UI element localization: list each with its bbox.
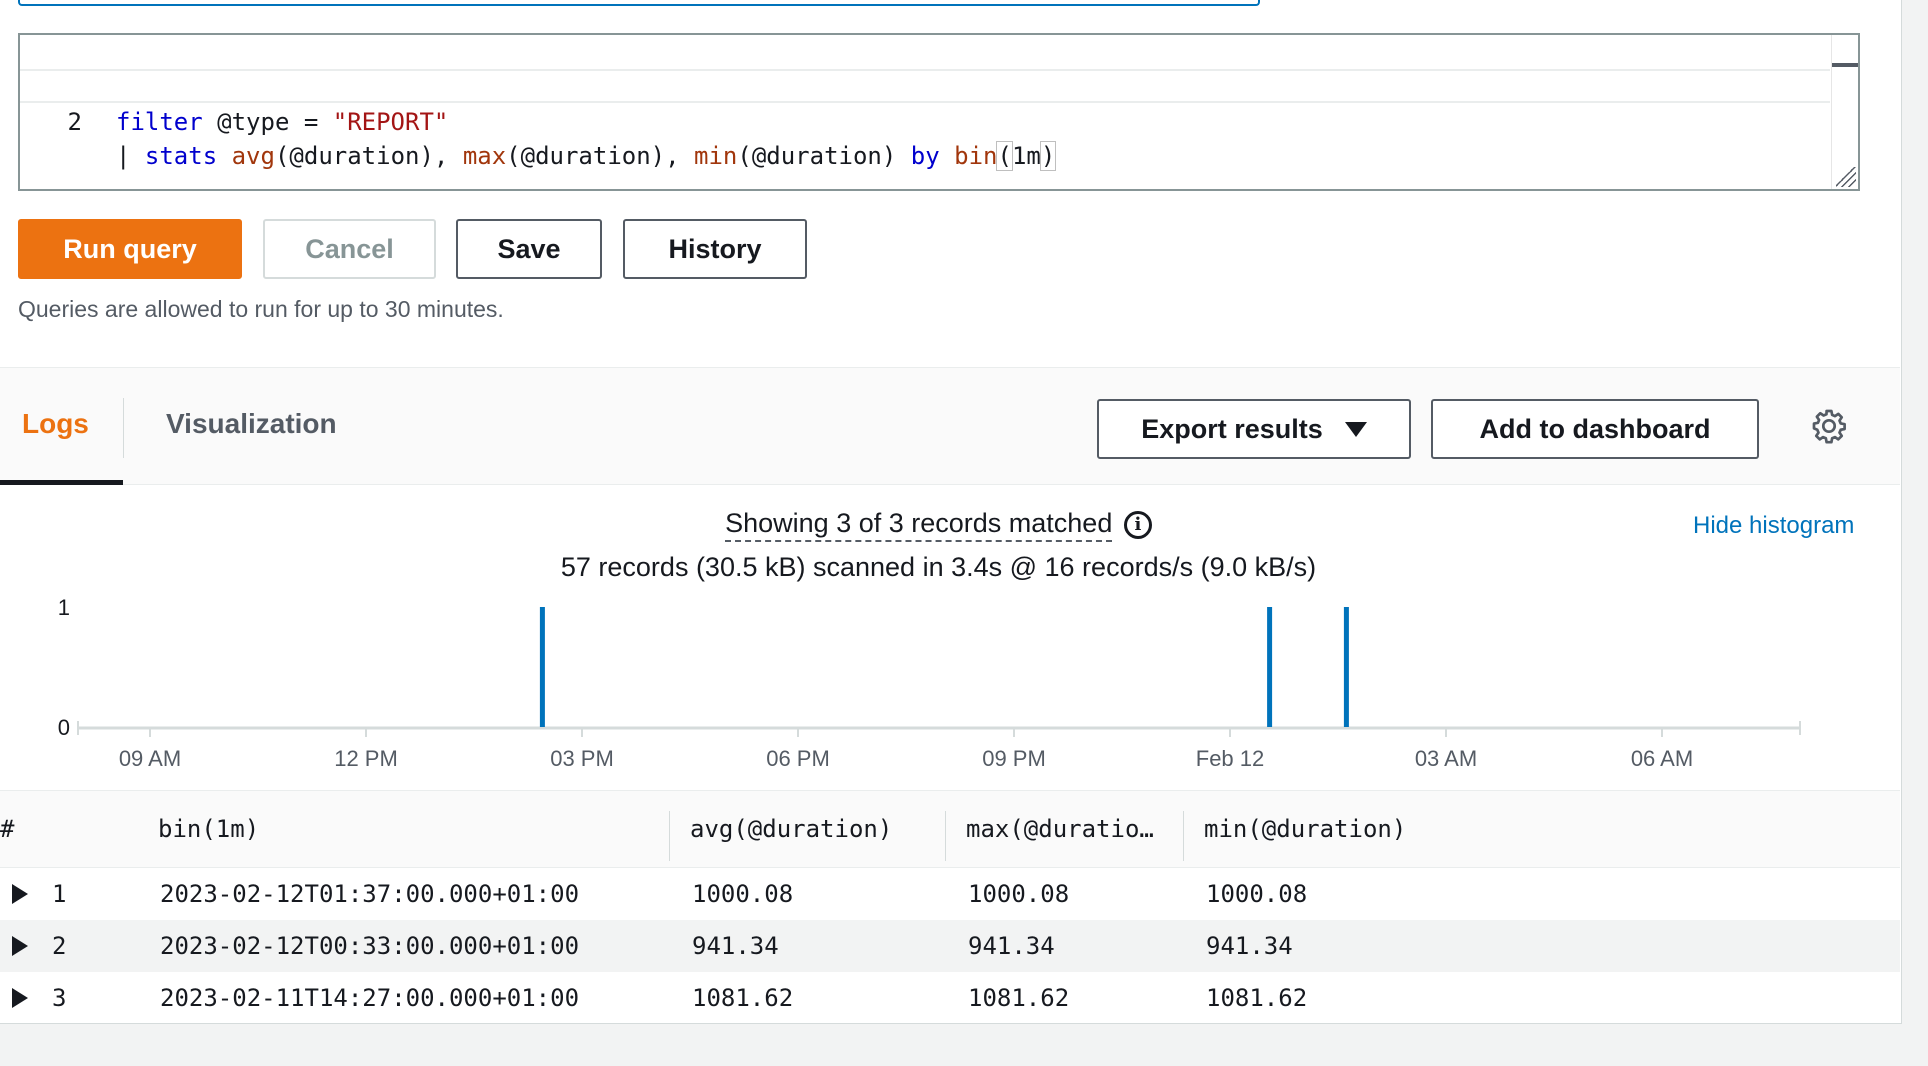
- code-token: |: [116, 142, 145, 170]
- expand-row-icon[interactable]: [12, 936, 28, 956]
- min-cell: 1000.08: [1206, 880, 1308, 908]
- code-token: stats: [144, 142, 218, 170]
- x-tick-label: 03 PM: [550, 746, 614, 771]
- x-tick-label: 12 PM: [334, 746, 398, 771]
- results-toolbar: Logs Visualization Export results Add to…: [0, 367, 1900, 485]
- records-scanned-summary: 57 records (30.5 kB) scanned in 3.4s @ 1…: [560, 552, 1317, 582]
- histogram-chart: 0 1 09 AM 12 PM 03 PM 06 PM 09 PM Feb 12 03 AM 06…: [58, 595, 1801, 771]
- code-token: (@duration),: [274, 142, 463, 170]
- editor-line-2[interactable]: 2 | stats avg(@duration), max(@duration)…: [20, 69, 1830, 171]
- editor-scroll-thumb[interactable]: [1832, 63, 1858, 67]
- code-token: by: [910, 142, 940, 170]
- code-token: ): [1039, 141, 1057, 171]
- code-token: avg: [231, 142, 275, 170]
- info-icon[interactable]: i: [1123, 510, 1152, 539]
- hide-histogram-link[interactable]: Hide histogram: [1693, 512, 1855, 539]
- time-range-field-edge[interactable]: [18, 0, 1260, 6]
- column-header-min[interactable]: min(@duration): [1204, 815, 1407, 843]
- x-tick-label: 09 PM: [982, 746, 1046, 771]
- bin-cell: 2023-02-12T01:37:00.000+01:00: [160, 880, 580, 908]
- query-panel: 1 filter @type = "REPORT" 2 | stats avg(…: [0, 0, 1902, 1024]
- history-button[interactable]: History: [623, 219, 807, 279]
- max-cell: 941.34: [968, 932, 1055, 960]
- histogram-bar: [1343, 607, 1349, 727]
- column-divider[interactable]: [945, 811, 946, 861]
- column-header-index: #: [0, 815, 15, 843]
- tab-divider: [123, 398, 124, 458]
- settings-gear-icon[interactable]: [1811, 408, 1847, 444]
- column-header-bin[interactable]: bin(1m): [158, 815, 260, 843]
- histogram-bar: [1267, 607, 1273, 727]
- code-token: 1m: [1011, 142, 1041, 170]
- max-cell: 1000.08: [968, 880, 1070, 908]
- editor-scrollbar[interactable]: [1831, 35, 1832, 189]
- min-cell: 1081.62: [1206, 984, 1308, 1012]
- bin-cell: 2023-02-11T14:27:00.000+01:00: [160, 984, 580, 1012]
- code-token: bin: [954, 142, 998, 170]
- code-token: @type =: [202, 108, 333, 136]
- code-token: filter: [116, 108, 203, 136]
- x-tick-label: Feb 12: [1196, 746, 1265, 771]
- add-to-dashboard-button[interactable]: Add to dashboard: [1431, 399, 1759, 459]
- row-index: 2: [52, 932, 67, 960]
- x-tick-label: 06 AM: [1631, 746, 1693, 771]
- bin-cell: 2023-02-12T00:33:00.000+01:00: [160, 932, 580, 960]
- max-cell: 1081.62: [968, 984, 1070, 1012]
- y-tick-label: 0: [58, 715, 70, 740]
- records-matched-summary: Showing 3 of 3 records matched i: [0, 508, 1877, 542]
- table-row[interactable]: 2 2023-02-12T00:33:00.000+01:00 941.34 9…: [0, 920, 1900, 972]
- code-text[interactable]: filter @type = "REPORT": [116, 105, 448, 139]
- save-button[interactable]: Save: [456, 219, 602, 279]
- code-token: "REPORT": [332, 108, 449, 136]
- line-number: 2: [67, 108, 82, 136]
- caret-down-icon: [1344, 421, 1367, 437]
- results-table: # bin(1m) avg(@duration) max(@duratio… m…: [0, 790, 1900, 1024]
- code-token: (@duration): [737, 142, 911, 170]
- records-matched-text[interactable]: Showing 3 of 3 records matched: [725, 508, 1113, 542]
- table-row[interactable]: 3 2023-02-11T14:27:00.000+01:00 1081.62 …: [0, 972, 1900, 1024]
- y-tick-label: 1: [58, 595, 70, 620]
- tab-logs[interactable]: Logs: [22, 408, 89, 439]
- editor-line-1[interactable]: 1 filter @type = "REPORT": [20, 37, 1830, 136]
- expand-row-icon[interactable]: [12, 988, 28, 1008]
- row-index: 3: [52, 984, 67, 1012]
- column-header-avg[interactable]: avg(@duration): [690, 815, 893, 843]
- export-results-button[interactable]: Export results: [1097, 399, 1411, 459]
- avg-cell: 941.34: [692, 932, 779, 960]
- query-timeout-hint: Queries are allowed to run for up to 30 …: [18, 296, 504, 322]
- code-token: [940, 142, 954, 170]
- code-token: (: [996, 141, 1013, 171]
- avg-cell: 1000.08: [692, 880, 794, 908]
- min-cell: 941.34: [1206, 932, 1293, 960]
- avg-cell: 1081.62: [692, 984, 794, 1012]
- tab-visualization[interactable]: Visualization: [166, 408, 337, 439]
- x-tick-label: 03 AM: [1415, 746, 1477, 771]
- cancel-button: Cancel: [263, 219, 436, 279]
- column-divider[interactable]: [669, 811, 670, 861]
- code-token: min: [694, 142, 738, 170]
- x-tick-label: 06 PM: [766, 746, 830, 771]
- code-token: max: [462, 142, 507, 170]
- expand-row-icon[interactable]: [12, 884, 28, 904]
- export-results-label: Export results: [1141, 413, 1323, 444]
- histogram-bar: [539, 607, 545, 727]
- table-row[interactable]: 1 2023-02-12T01:37:00.000+01:00 1000.08 …: [0, 868, 1900, 920]
- column-header-max[interactable]: max(@duratio…: [966, 815, 1154, 843]
- code-token: [217, 142, 231, 170]
- resize-handle-icon[interactable]: [1836, 167, 1856, 187]
- column-divider[interactable]: [1183, 811, 1184, 861]
- query-editor[interactable]: 1 filter @type = "REPORT" 2 | stats avg(…: [18, 33, 1860, 191]
- table-header: # bin(1m) avg(@duration) max(@duratio… m…: [0, 790, 1900, 868]
- row-index: 1: [52, 880, 67, 908]
- code-token: (@duration),: [506, 142, 695, 170]
- active-tab-indicator: [0, 480, 123, 485]
- x-tick-label: 09 AM: [119, 746, 181, 771]
- code-text[interactable]: | stats avg(@duration), max(@duration), …: [116, 139, 1057, 173]
- run-query-button[interactable]: Run query: [18, 219, 242, 279]
